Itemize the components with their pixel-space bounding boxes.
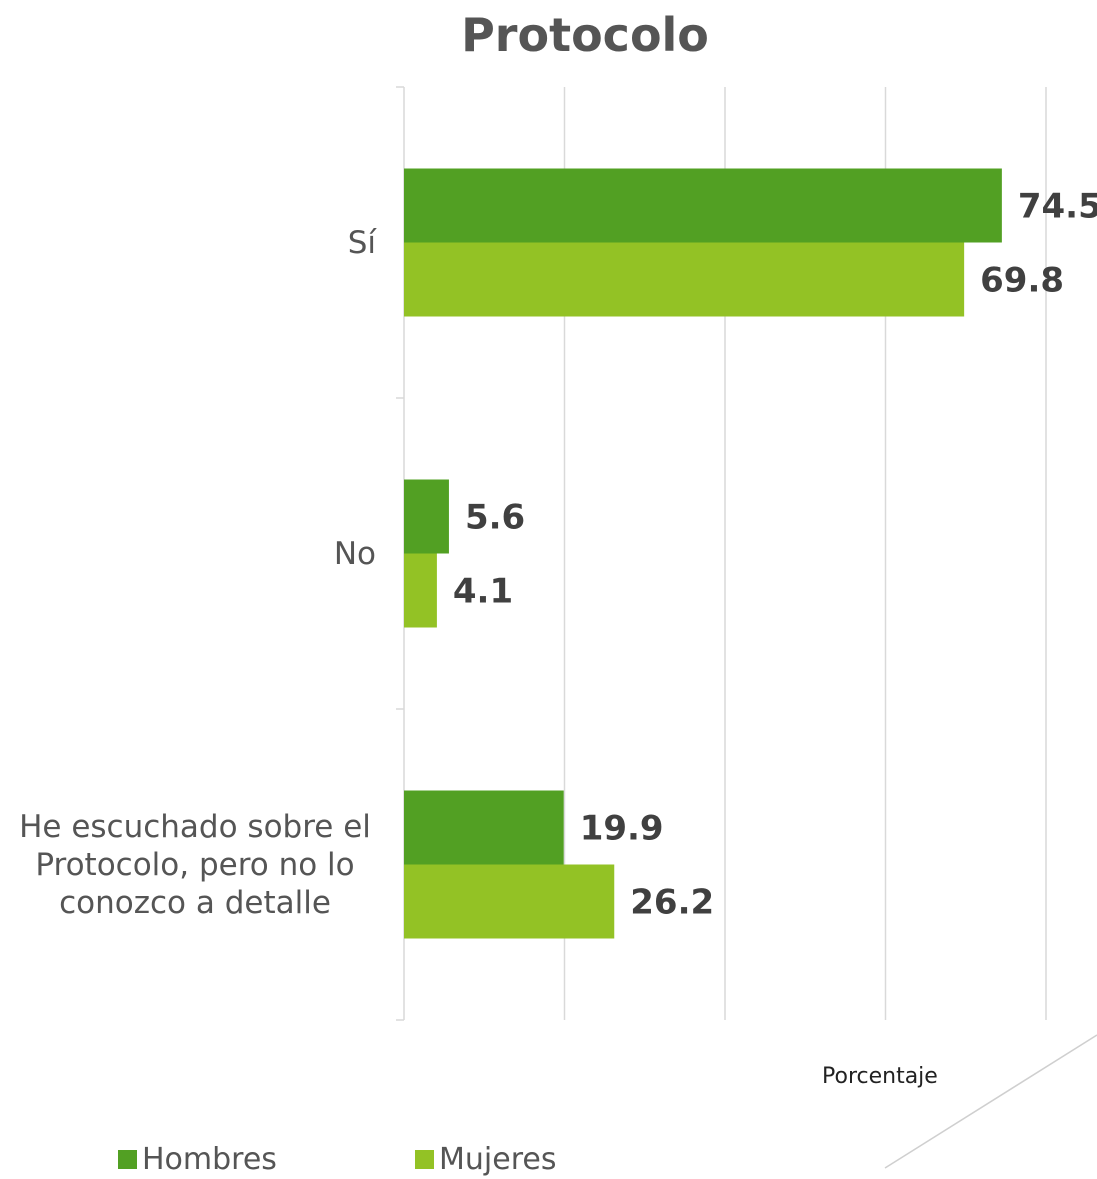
legend-swatch-mujeres <box>415 1149 434 1169</box>
data-label-hombres: 5.6 <box>465 498 525 538</box>
bar-mujeres <box>404 553 437 628</box>
category-label: No <box>333 535 376 572</box>
bars <box>404 168 1002 939</box>
chart-title: Protocolo <box>461 8 709 62</box>
data-label-mujeres: 4.1 <box>453 572 513 612</box>
decorative-diagonal <box>884 1034 1097 1169</box>
legend-label-hombres: Hombres <box>142 1141 277 1177</box>
legend-swatch-hombres <box>118 1149 137 1169</box>
legend-label-mujeres: Mujeres <box>439 1141 557 1177</box>
legend-item-hombres: Hombres <box>118 1139 277 1179</box>
bar-mujeres <box>404 242 965 317</box>
legend-item-mujeres: Mujeres <box>415 1139 556 1179</box>
data-labels: 74.5 69.8 5.6 4.1 19.9 26.2 <box>453 187 1097 923</box>
data-label-hombres: 74.5 <box>1018 187 1097 227</box>
x-axis-label: Porcentaje <box>822 1064 938 1089</box>
bar-mujeres <box>404 864 615 939</box>
data-label-hombres: 19.9 <box>580 809 664 849</box>
bar-hombres <box>404 790 564 865</box>
category-label: He escuchado sobre el Protocolo, pero no… <box>19 808 371 921</box>
data-label-mujeres: 26.2 <box>630 883 714 923</box>
bar-hombres <box>404 168 1002 243</box>
category-label: Sí <box>347 224 376 261</box>
bar-hombres <box>404 479 449 554</box>
data-label-mujeres: 69.8 <box>980 261 1064 301</box>
